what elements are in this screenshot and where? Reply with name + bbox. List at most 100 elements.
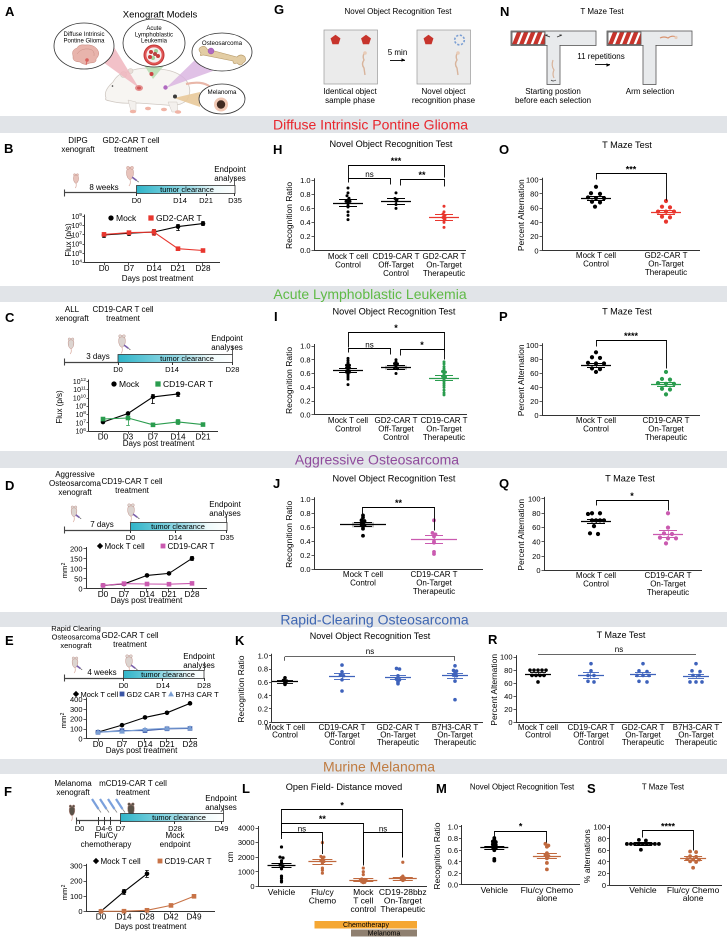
svg-text:D0: D0 (75, 824, 85, 833)
svg-text:Therapeutic: Therapeutic (675, 738, 717, 747)
svg-text:Control: Control (578, 738, 604, 747)
svg-text:Vehicle: Vehicle (629, 885, 657, 895)
svg-text:Therapeutic: Therapeutic (647, 588, 689, 597)
svg-text:T cell: T cell (353, 896, 373, 906)
svg-text:Murine Melanoma: Murine Melanoma (323, 758, 435, 774)
svg-text:80: 80 (530, 190, 538, 199)
svg-text:Therapeutic: Therapeutic (377, 738, 419, 747)
svg-text:D3: D3 (123, 433, 134, 442)
svg-text:D14: D14 (165, 365, 179, 374)
svg-text:Leukemia: Leukemia (141, 39, 168, 45)
svg-text:60: 60 (530, 204, 538, 213)
svg-text:Therapeutic: Therapeutic (645, 433, 687, 442)
svg-text:100: 100 (500, 653, 513, 662)
svg-text:100: 100 (70, 565, 83, 574)
svg-text:107: 107 (72, 231, 83, 240)
svg-text:Vehicle: Vehicle (268, 887, 296, 897)
svg-text:Therapeutic: Therapeutic (622, 738, 664, 747)
svg-text:Mock: Mock (116, 213, 137, 223)
svg-text:100: 100 (70, 892, 83, 901)
svg-text:Recognition Ratio: Recognition Ratio (284, 347, 294, 414)
svg-text:treatment: treatment (116, 788, 151, 797)
svg-text:Novel Object Recognition Test: Novel Object Recognition Test (310, 631, 431, 641)
svg-text:D21: D21 (170, 264, 185, 273)
svg-text:On-Target: On-Target (650, 580, 686, 589)
svg-text:11 repetitions: 11 repetitions (577, 52, 624, 61)
svg-text:0: 0 (250, 882, 254, 891)
svg-text:Melanoma: Melanoma (54, 779, 92, 788)
svg-text:tumor clearance: tumor clearance (141, 670, 195, 679)
svg-text:Off-Target: Off-Target (573, 730, 609, 739)
svg-text:Starting postion: Starting postion (525, 87, 581, 96)
svg-text:D0: D0 (113, 365, 123, 374)
svg-text:GD2-CAR T: GD2-CAR T (375, 416, 418, 425)
svg-text:40: 40 (532, 538, 540, 547)
svg-text:80: 80 (504, 666, 512, 675)
svg-text:D14: D14 (139, 590, 154, 599)
svg-text:Flu/Cy: Flu/Cy (94, 831, 117, 840)
svg-text:109: 109 (72, 212, 83, 221)
svg-text:T Maze Test: T Maze Test (642, 783, 685, 792)
svg-text:CD19-CAR T: CD19-CAR T (168, 542, 215, 551)
svg-text:Days post treatment: Days post treatment (122, 274, 194, 283)
svg-text:R: R (488, 632, 498, 647)
svg-text:tumor clearance: tumor clearance (152, 813, 206, 822)
svg-text:Melanoma: Melanoma (208, 89, 237, 96)
svg-text:0: 0 (78, 907, 82, 916)
svg-text:Mock T cell: Mock T cell (576, 571, 616, 580)
svg-text:On-Target: On-Target (416, 579, 452, 588)
svg-text:Off-Target: Off-Target (378, 261, 414, 270)
svg-text:CD19-CAR T: CD19-CAR T (421, 416, 468, 425)
svg-text:D14: D14 (156, 681, 170, 690)
svg-text:**: ** (319, 814, 327, 824)
svg-text:L: L (242, 781, 250, 796)
svg-text:Mock T cell: Mock T cell (328, 416, 368, 425)
svg-text:Control: Control (335, 261, 361, 270)
svg-text:40: 40 (530, 218, 538, 227)
svg-text:40: 40 (504, 692, 512, 701)
svg-text:analyses: analyses (211, 343, 243, 352)
svg-text:Mock: Mock (353, 887, 374, 897)
svg-text:Mock T cell: Mock T cell (518, 723, 558, 732)
svg-text:Control: Control (583, 580, 609, 589)
svg-text:0.2: 0.2 (300, 397, 310, 406)
svg-text:1.0: 1.0 (300, 342, 310, 351)
svg-text:Mock T cell: Mock T cell (576, 251, 616, 260)
svg-text:D0: D0 (98, 590, 109, 599)
svg-text:Chemotherapy: Chemotherapy (343, 922, 389, 929)
svg-text:8 weeks: 8 weeks (89, 183, 118, 192)
svg-text:Recognition Ratio: Recognition Ratio (236, 655, 246, 722)
svg-text:Osteosarcoma: Osteosarcoma (52, 633, 102, 642)
svg-text:20: 20 (532, 552, 540, 561)
svg-text:D7: D7 (124, 264, 135, 273)
svg-text:300: 300 (70, 705, 83, 714)
svg-text:D7: D7 (119, 590, 130, 599)
svg-text:*: * (340, 800, 344, 810)
svg-text:80: 80 (598, 834, 606, 843)
svg-text:Flu/cy Chemo: Flu/cy Chemo (521, 885, 574, 895)
svg-text:80: 80 (532, 509, 540, 518)
svg-text:D0: D0 (98, 433, 109, 442)
svg-text:D14: D14 (116, 913, 131, 922)
svg-text:ns: ns (366, 647, 374, 656)
svg-text:0: 0 (534, 246, 538, 255)
svg-text:0.4: 0.4 (448, 857, 458, 866)
svg-text:D21: D21 (195, 433, 210, 442)
svg-text:Osteosarcoma: Osteosarcoma (202, 40, 243, 47)
svg-text:Rapid-Clearing Osteosarcoma: Rapid-Clearing Osteosarcoma (280, 611, 469, 627)
svg-text:4000: 4000 (238, 824, 255, 833)
svg-text:C: C (5, 310, 15, 325)
svg-text:Pontine Glioma: Pontine Glioma (63, 39, 105, 45)
svg-text:Flux (p/s): Flux (p/s) (64, 223, 73, 257)
svg-text:Recognition Ratio: Recognition Ratio (284, 501, 294, 568)
svg-text:0.0: 0.0 (300, 565, 310, 574)
svg-text:1.0: 1.0 (300, 495, 310, 504)
svg-text:Control: Control (525, 730, 551, 739)
svg-text:D14: D14 (168, 533, 182, 542)
svg-text:D7: D7 (116, 824, 126, 833)
svg-text:T Maze Test: T Maze Test (602, 140, 652, 150)
svg-text:0: 0 (78, 585, 82, 594)
svg-text:0: 0 (78, 735, 82, 744)
svg-text:*: * (394, 323, 398, 333)
svg-text:Acute: Acute (146, 26, 162, 32)
